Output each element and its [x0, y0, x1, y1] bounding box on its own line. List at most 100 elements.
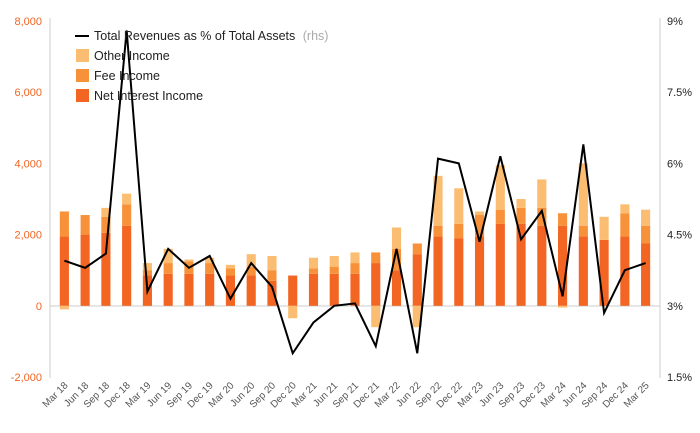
legend-label-fee: Fee Income: [94, 69, 160, 83]
bar-segment-1-20: [474, 215, 485, 237]
bar-segment-0-0: [59, 236, 69, 306]
revenue-ratio-line: [64, 30, 646, 356]
bar-segment-1-17: [412, 243, 422, 255]
bar-segment-1-2: [101, 216, 111, 233]
right-axis-ticks: 1.5% 3% 4.5% 6% 7.5% 9%: [667, 16, 692, 384]
bar-segment-1-1: [80, 215, 90, 235]
bar-segment-0-12: [308, 273, 319, 306]
right-tick-label: 4.5%: [667, 230, 692, 242]
left-tick-label: 4,000: [14, 158, 42, 170]
left-tick-label: -2,000: [11, 372, 42, 384]
left-tick-label: 2,000: [14, 230, 42, 242]
bar-segment-2-24: [558, 305, 568, 308]
bar-segment-2-28: [641, 209, 651, 226]
bar-segment-0-11: [288, 275, 298, 306]
bar-segment-0-24: [558, 225, 568, 306]
bar-segment-2-13: [329, 255, 339, 267]
bar-segment-2-7: [205, 257, 215, 264]
bar-segment-1-14: [350, 263, 360, 274]
bar-segment-1-8: [225, 268, 236, 276]
bar-segment-2-14: [350, 252, 360, 264]
bar-segment-2-26: [599, 216, 609, 240]
bar-segment-2-19: [454, 188, 464, 224]
bar-segment-0-26: [599, 239, 609, 306]
bar-segment-2-18: [433, 175, 443, 226]
bar-segment-1-28: [641, 225, 651, 244]
bar-segment-0-2: [101, 232, 111, 306]
bars-group: [59, 163, 651, 328]
right-tick-label: 9%: [667, 16, 683, 28]
bar-segment-2-4: [142, 263, 152, 271]
bar-segment-2-15: [371, 305, 381, 328]
bar-segment-1-5: [163, 263, 173, 274]
bar-segment-0-23: [537, 225, 547, 306]
bar-segment-1-25: [578, 225, 588, 237]
bar-segment-0-9: [246, 275, 256, 306]
bar-segment-0-10: [267, 280, 277, 306]
bar-segment-1-13: [329, 266, 339, 274]
legend-label-nii: Net Interest Income: [94, 89, 203, 103]
bar-segment-1-12: [308, 268, 319, 274]
bar-segment-0-14: [350, 273, 360, 306]
bar-segment-2-5: [163, 248, 173, 264]
bar-segment-1-3: [122, 204, 132, 226]
bar-segment-1-23: [537, 207, 547, 226]
line-layer: [64, 30, 646, 356]
left-tick-label: 8,000: [14, 16, 42, 28]
legend-label-line: Total Revenues as % of Total Assets (rhs…: [94, 29, 328, 43]
bar-segment-0-15: [371, 263, 381, 306]
legend-swatch-fee: [76, 69, 89, 82]
legend-label-other: Other Income: [94, 49, 170, 63]
legend-swatch-nii: [76, 89, 89, 102]
right-tick-label: 1.5%: [667, 372, 692, 384]
bar-segment-1-9: [246, 266, 256, 276]
bar-segment-1-7: [205, 263, 215, 274]
bar-segment-2-0: [59, 305, 69, 310]
bar-segment-2-16: [391, 227, 402, 249]
bar-segment-2-11: [288, 305, 298, 319]
legend-label-line-suffix: (rhs): [303, 29, 329, 43]
bar-segment-0-1: [80, 234, 90, 306]
legend: Total Revenues as % of Total Assets (rhs…: [75, 29, 328, 103]
bar-segment-2-6: [184, 259, 194, 262]
bar-segment-2-25: [578, 163, 588, 226]
bar-segment-1-15: [371, 252, 381, 264]
bar-segment-0-25: [578, 236, 588, 306]
bar-segment-0-8: [225, 275, 236, 306]
bar-segment-2-23: [537, 179, 547, 208]
right-tick-label: 6%: [667, 158, 683, 170]
bar-segment-2-8: [225, 264, 236, 269]
bar-segment-1-21: [495, 209, 505, 224]
bar-segment-2-10: [267, 255, 277, 271]
bar-segment-2-3: [122, 193, 132, 205]
bar-segment-2-2: [101, 207, 111, 217]
bar-segment-0-5: [163, 273, 173, 306]
bar-segment-1-22: [516, 207, 526, 224]
bar-segment-1-10: [267, 270, 277, 281]
bar-segment-2-22: [516, 199, 526, 208]
bar-segment-2-9: [246, 254, 256, 267]
bar-segment-0-22: [516, 223, 526, 306]
bar-segment-0-28: [641, 243, 651, 306]
bar-segment-1-4: [142, 270, 152, 276]
bar-segment-0-7: [205, 273, 215, 306]
bar-segment-0-18: [433, 236, 443, 306]
bar-segment-0-13: [329, 273, 339, 306]
bar-segment-0-21: [495, 223, 505, 306]
bar-segment-1-27: [620, 213, 630, 237]
bar-segment-0-16: [391, 270, 402, 306]
bar-segment-2-12: [308, 257, 319, 269]
left-tick-label: 6,000: [14, 87, 42, 99]
bar-segment-0-3: [122, 225, 132, 306]
bar-segment-0-17: [412, 254, 422, 306]
left-tick-label: 0: [36, 301, 42, 313]
bar-segment-1-0: [59, 211, 69, 237]
bar-segment-0-19: [454, 238, 464, 306]
bar-segment-0-20: [474, 236, 485, 306]
bar-segment-2-27: [620, 204, 630, 214]
bar-segment-2-17: [412, 305, 422, 328]
bar-segment-1-24: [558, 213, 568, 226]
